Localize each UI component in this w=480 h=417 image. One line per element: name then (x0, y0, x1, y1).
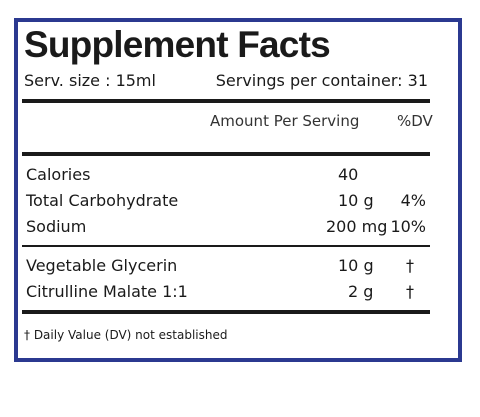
footnote: † Daily Value (DV) not established (24, 328, 228, 342)
label-frame (14, 18, 462, 362)
ingredient-name: Vegetable Glycerin (26, 256, 178, 275)
ingredient-row-vegetable-glycerin: Vegetable Glycerin 10 g † (24, 256, 428, 280)
dv-header: %DV (397, 112, 433, 130)
divider-thick-top (22, 99, 430, 103)
nutrient-row-sodium: Sodium 200 mg 10% (24, 217, 428, 241)
servings-per-container: Servings per container: 31 (215, 71, 428, 90)
nutrient-amount: 10 g (338, 191, 374, 210)
ingredient-row-citrulline-malate: Citrulline Malate 1:1 2 g † (24, 282, 428, 306)
ingredient-amount: 2 g (348, 282, 374, 301)
nutrient-name: Sodium (26, 217, 87, 236)
amount-per-serving-header: Amount Per Serving (210, 112, 360, 130)
nutrient-dv: 4% (400, 191, 426, 210)
label-title: Supplement Facts (24, 24, 331, 65)
nutrient-row-calories: Calories 40 (24, 165, 428, 189)
nutrient-name: Total Carbohydrate (26, 191, 179, 210)
nutrient-dv: 10% (390, 217, 426, 236)
divider-thin (22, 245, 430, 247)
nutrient-name: Calories (26, 165, 91, 184)
ingredient-amount: 10 g (338, 256, 374, 275)
divider-thick-bottom (22, 310, 430, 314)
nutrient-amount: 40 (338, 165, 359, 184)
ingredient-dv-dagger: † (406, 256, 414, 275)
ingredient-name: Citrulline Malate 1:1 (26, 282, 188, 301)
ingredient-dv-dagger: † (406, 282, 414, 301)
serving-size: Serv. size : 15ml (24, 71, 156, 90)
divider-thick-mid (22, 152, 430, 156)
nutrient-amount: 200 mg (326, 217, 388, 236)
nutrient-row-total-carbohydrate: Total Carbohydrate 10 g 4% (24, 191, 428, 215)
